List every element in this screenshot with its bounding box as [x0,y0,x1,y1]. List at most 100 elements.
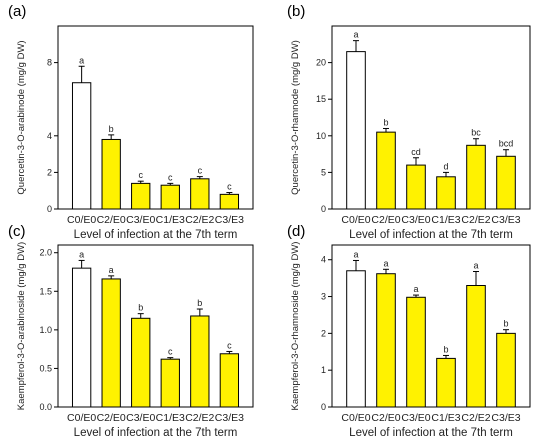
x-category-label: C0/E0 [341,214,370,226]
y-tick-label: 1.0 [39,325,52,335]
x-category-label: C1/E3 [156,412,185,424]
y-tick-label: 0 [321,402,326,412]
bar [219,193,240,210]
y-tick-label: 1 [321,365,326,375]
x-category-label: C2/E0 [371,214,400,226]
x-category-label: C0/E0 [67,214,96,226]
y-axis-label: Kaempferol-3-O-arabinoside (mg/g DW) [16,242,27,410]
bar [376,273,396,408]
x-category-label: C3/E0 [401,214,430,226]
x-category-label: C2/E2 [461,214,490,226]
significance-letter: c [198,166,203,176]
x-category-label: C2/E0 [371,412,400,424]
bar [131,317,151,408]
y-tick-label: 20 [316,58,326,68]
y-tick-label: 0 [47,204,52,214]
x-category-label: C3/E3 [215,412,244,424]
significance-letter: a [353,30,358,40]
y-tick-label: 0.0 [39,402,52,412]
significance-letter: b [109,124,114,134]
bar [160,358,180,408]
bar [190,178,210,210]
significance-letter: b [138,303,143,313]
x-category-label: C1/E3 [431,412,460,424]
bar [190,315,210,408]
significance-letter: a [473,261,478,271]
bar [406,164,426,210]
significance-letter: d [443,161,448,171]
bar [436,357,456,408]
significance-letter: a [79,249,84,259]
bar [436,176,456,210]
x-category-label: C2/E2 [461,412,490,424]
significance-letter: c [138,170,143,180]
significance-letter: c [168,172,173,182]
bar [71,82,92,210]
panel-label: (c) [8,223,26,240]
panel-label: (b) [287,3,305,20]
significance-letter: c [168,347,173,357]
significance-letter: b [383,117,388,127]
significance-letter: bc [471,128,481,138]
bar [466,144,486,210]
x-axis-label: Level of infection at the 7th term [74,229,238,241]
significance-letter: b [197,298,202,308]
significance-letter: a [383,258,388,268]
significance-letter: bcd [499,139,514,149]
bar [346,270,366,408]
y-axis-label: Quercetin-3-O-arabinode (mg/g DW) [16,40,27,194]
x-category-label: C1/E3 [156,214,185,226]
y-tick-label: 2.0 [39,248,52,258]
x-category-label: C2/E0 [97,214,126,226]
bar [160,184,180,210]
significance-letter: a [353,249,358,259]
y-tick-label: 0.5 [39,363,52,373]
x-category-label: C3/E3 [491,412,520,424]
significance-letter: c [227,182,232,192]
significance-letter: b [503,319,508,329]
bar [71,267,92,408]
significance-letter: a [79,55,84,65]
x-category-label: C3/E0 [126,412,155,424]
x-category-label: C3/E3 [215,214,244,226]
x-category-label: C1/E3 [431,214,460,226]
x-axis-label: Level of infection at the 7th term [74,427,238,439]
bar [101,278,121,408]
bar [131,182,151,210]
y-tick-label: 10 [316,131,326,141]
x-category-label: C2/E2 [185,214,214,226]
x-category-label: C3/E0 [401,412,430,424]
x-category-label: C2/E2 [185,412,214,424]
x-category-label: C0/E0 [341,412,370,424]
y-axis-label: Quercetin-3-O-rhamnode (mg/g DW) [290,40,301,195]
x-category-label: C3/E3 [491,214,520,226]
y-tick-label: 15 [316,94,326,104]
bar [496,155,516,210]
significance-letter: a [109,265,114,275]
plot-frame [331,25,531,210]
y-tick-label: 0 [321,204,326,214]
panel-label: (a) [8,3,26,20]
plot-frame [57,244,254,408]
bar [376,131,396,210]
y-axis-label: Kaempferol-3-O-rhamnoside (mg/g DW) [290,242,301,411]
x-category-label: C0/E0 [67,412,96,424]
y-tick-label: 3 [321,292,326,302]
significance-letter: c [227,340,232,350]
panel-label: (d) [287,223,305,240]
bar [346,51,366,210]
y-tick-label: 5 [321,167,326,177]
y-tick-label: 4 [47,131,52,141]
plot-frame [57,25,254,210]
x-category-label: C2/E0 [97,412,126,424]
y-tick-label: 2 [321,328,326,338]
y-tick-label: 8 [47,58,52,68]
y-tick-label: 1.5 [39,286,52,296]
bar [406,296,426,408]
plot-frame [331,244,531,408]
y-tick-label: 2 [47,167,52,177]
bar [496,332,516,408]
bar [101,138,121,210]
significance-letter: cd [411,147,421,157]
